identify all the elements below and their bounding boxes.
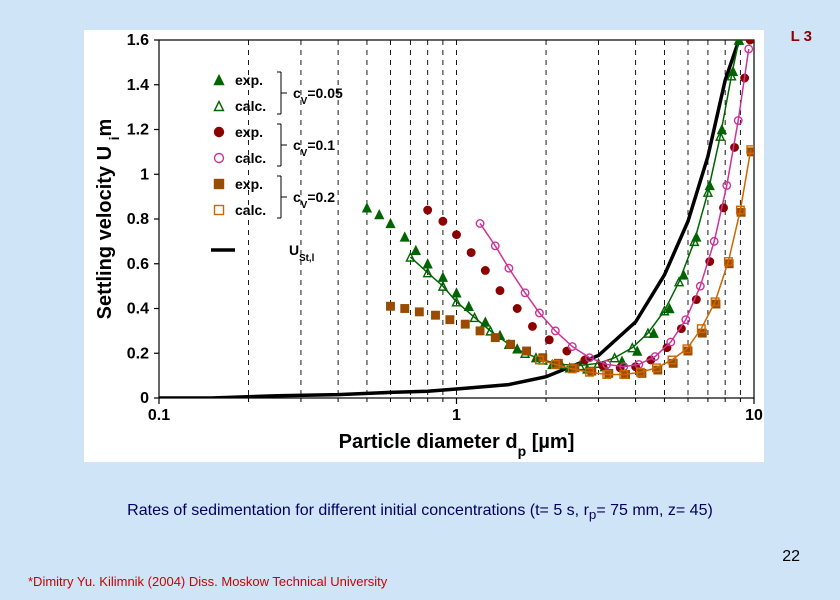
footnote: *Dimitry Yu. Kilimnik (2004) Diss. Mosko… [28, 574, 387, 589]
svg-text:10: 10 [745, 407, 763, 424]
svg-text:0.8: 0.8 [127, 211, 149, 228]
caption-post: = 75 mm, z= 45) [596, 502, 713, 519]
svg-text:cV=0.2: cV=0.2 [293, 189, 335, 211]
svg-text:cV=0.1: cV=0.1 [293, 137, 335, 159]
svg-text:exp.: exp. [235, 176, 263, 192]
corner-label: L 3 [791, 28, 812, 45]
caption-pre: Rates of sedimentation for different ini… [127, 502, 589, 519]
svg-text:1.2: 1.2 [127, 122, 149, 139]
svg-text:calc.: calc. [235, 150, 266, 166]
svg-text:0.2: 0.2 [127, 345, 149, 362]
svg-text:1.4: 1.4 [127, 77, 149, 94]
svg-text:exp.: exp. [235, 72, 263, 88]
svg-text:0.4: 0.4 [127, 301, 149, 318]
svg-text:USt,l: USt,l [289, 242, 315, 264]
svg-text:Particle diameter dp [µm]: Particle diameter dp [µm] [339, 431, 575, 459]
svg-text:exp.: exp. [235, 124, 263, 140]
svg-text:cV=0.05: cV=0.05 [293, 85, 343, 107]
chart-svg: 0 0.2 0.4 0.6 0.8 1 1.2 1.4 1.6 0.1 1 10 Particle di… [84, 30, 764, 462]
page-number: 22 [782, 548, 800, 566]
page-root: L 3 0 0.2 0.4 0.6 0.8 1 1.2 1.4 1.6 0.1 1 10 Particl… [0, 0, 840, 600]
svg-text:0: 0 [140, 390, 149, 407]
svg-text:0.6: 0.6 [127, 256, 149, 273]
svg-text:calc.: calc. [235, 98, 266, 114]
chart-container: 0 0.2 0.4 0.6 0.8 1 1.2 1.4 1.6 0.1 1 10 Particle di… [84, 30, 764, 462]
svg-text:1: 1 [452, 407, 461, 424]
svg-text:calc.: calc. [235, 202, 266, 218]
svg-text:1.6: 1.6 [127, 32, 149, 49]
caption: Rates of sedimentation for different ini… [0, 502, 840, 522]
svg-text:1: 1 [140, 166, 149, 183]
svg-text:Settling velocity U im: Settling velocity U im [94, 119, 122, 320]
svg-text:0.1: 0.1 [148, 407, 170, 424]
